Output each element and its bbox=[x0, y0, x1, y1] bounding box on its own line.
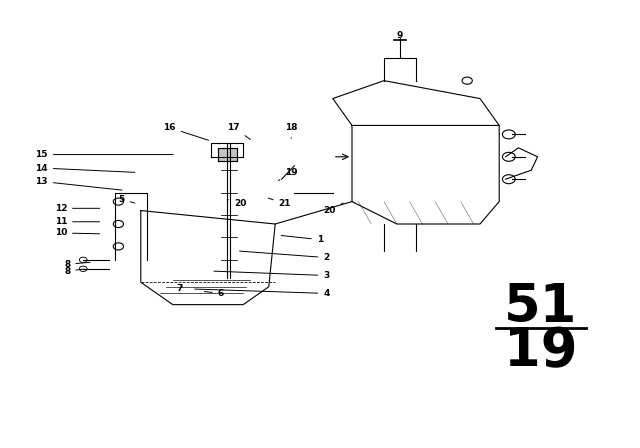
Text: 9: 9 bbox=[397, 31, 403, 40]
Text: 21: 21 bbox=[268, 198, 291, 208]
Text: 6: 6 bbox=[204, 289, 224, 298]
Text: 3: 3 bbox=[214, 271, 330, 280]
Text: 20: 20 bbox=[227, 199, 246, 208]
Text: 11: 11 bbox=[54, 217, 100, 226]
Text: 7: 7 bbox=[176, 284, 182, 293]
Text: 19: 19 bbox=[278, 168, 298, 181]
Text: 13: 13 bbox=[35, 177, 122, 190]
Text: 16: 16 bbox=[163, 123, 209, 140]
Text: 19: 19 bbox=[504, 326, 577, 378]
Text: 20: 20 bbox=[323, 203, 343, 215]
Text: 18: 18 bbox=[285, 123, 298, 138]
Text: 51: 51 bbox=[504, 281, 577, 333]
Text: 14: 14 bbox=[35, 164, 135, 172]
Polygon shape bbox=[218, 148, 237, 161]
Text: 8: 8 bbox=[64, 260, 90, 269]
Text: 2: 2 bbox=[239, 251, 330, 262]
Text: 4: 4 bbox=[195, 289, 330, 298]
Text: 15: 15 bbox=[35, 150, 173, 159]
Text: 8: 8 bbox=[64, 267, 84, 276]
Text: 10: 10 bbox=[54, 228, 100, 237]
Text: 1: 1 bbox=[281, 235, 323, 244]
Text: 12: 12 bbox=[54, 204, 100, 213]
Text: 5: 5 bbox=[118, 195, 135, 204]
Text: 17: 17 bbox=[227, 123, 250, 139]
